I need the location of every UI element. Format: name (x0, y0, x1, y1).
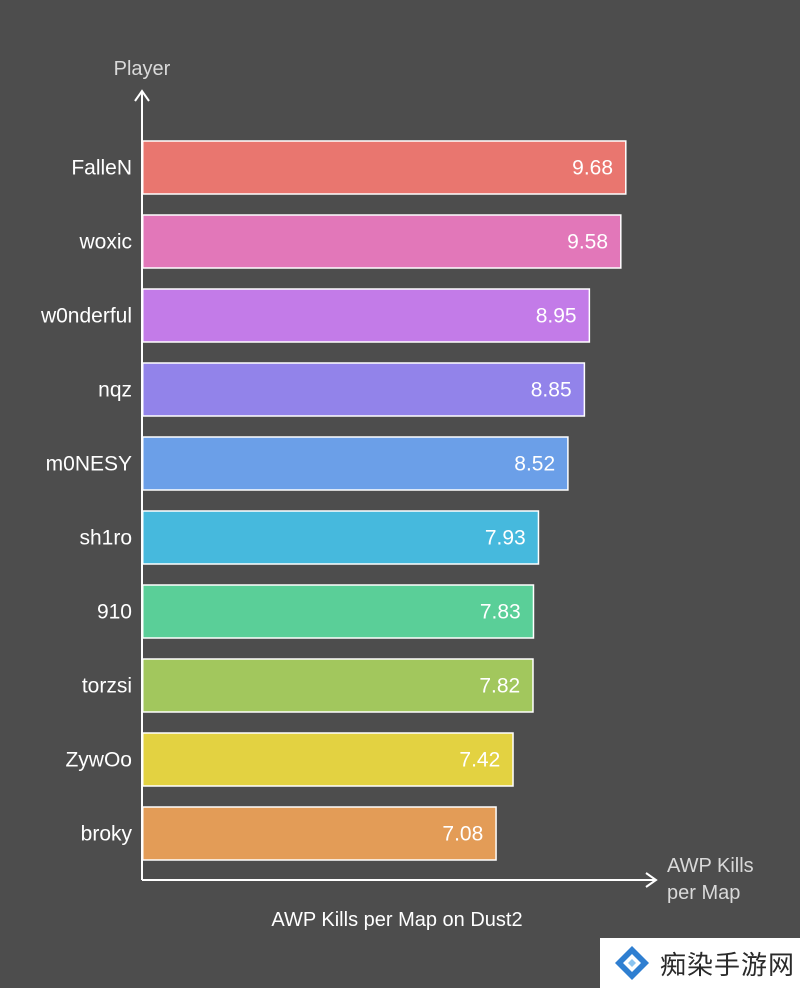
watermark-text: 痴染手游网 (660, 950, 796, 981)
bar-910 (142, 584, 535, 639)
value-label: 7.08 (442, 823, 483, 846)
y-tick-label: nqz (98, 379, 132, 402)
y-tick-label: torzsi (82, 675, 132, 698)
y-axis-arrow (134, 89, 150, 102)
bar-woxic (142, 214, 622, 269)
value-label: 8.52 (514, 453, 555, 476)
y-axis-title: Player (114, 58, 171, 80)
tick-labels-group: FalleN woxic w0nderful nqz m0NESY sh1ro 910 tor… (40, 157, 133, 846)
bar-w0nderful (142, 288, 591, 343)
value-label: 8.95 (536, 305, 577, 328)
value-label: 9.58 (567, 231, 608, 254)
y-tick-label: broky (81, 823, 133, 846)
x-axis-arrow (645, 872, 658, 888)
bar-m0nesy (142, 436, 569, 491)
bar-torzsi (142, 658, 534, 713)
y-tick-label: ZywOo (65, 749, 132, 772)
bar-fallen (142, 140, 627, 195)
value-label: 7.82 (479, 675, 520, 698)
bars-group (142, 140, 627, 861)
value-label: 7.93 (485, 527, 526, 550)
value-label: 7.83 (480, 601, 521, 624)
bar-sh1ro (142, 510, 540, 565)
value-label: 8.85 (531, 379, 572, 402)
y-tick-label: sh1ro (79, 527, 132, 550)
y-tick-label: w0nderful (40, 305, 132, 328)
value-label: 9.68 (572, 157, 613, 180)
bar-zywoo (142, 732, 514, 787)
bar-broky (142, 806, 497, 861)
y-tick-label: 910 (97, 601, 132, 624)
watermark: 痴染手游网 (600, 938, 800, 988)
y-tick-label: FalleN (71, 157, 132, 180)
bar-nqz (142, 362, 586, 417)
x-axis-title: AWP Kills per Map (667, 855, 754, 904)
y-tick-label: m0NESY (46, 453, 132, 476)
value-label: 7.42 (459, 749, 500, 772)
diamond-logo-icon (615, 946, 649, 980)
chart-title: AWP Kills per Map on Dust2 (271, 909, 522, 931)
value-labels-group: 9.68 9.58 8.95 8.85 8.52 7.93 7.83 7.82 7.42 7.08 (442, 157, 613, 846)
y-tick-label: woxic (78, 231, 132, 254)
